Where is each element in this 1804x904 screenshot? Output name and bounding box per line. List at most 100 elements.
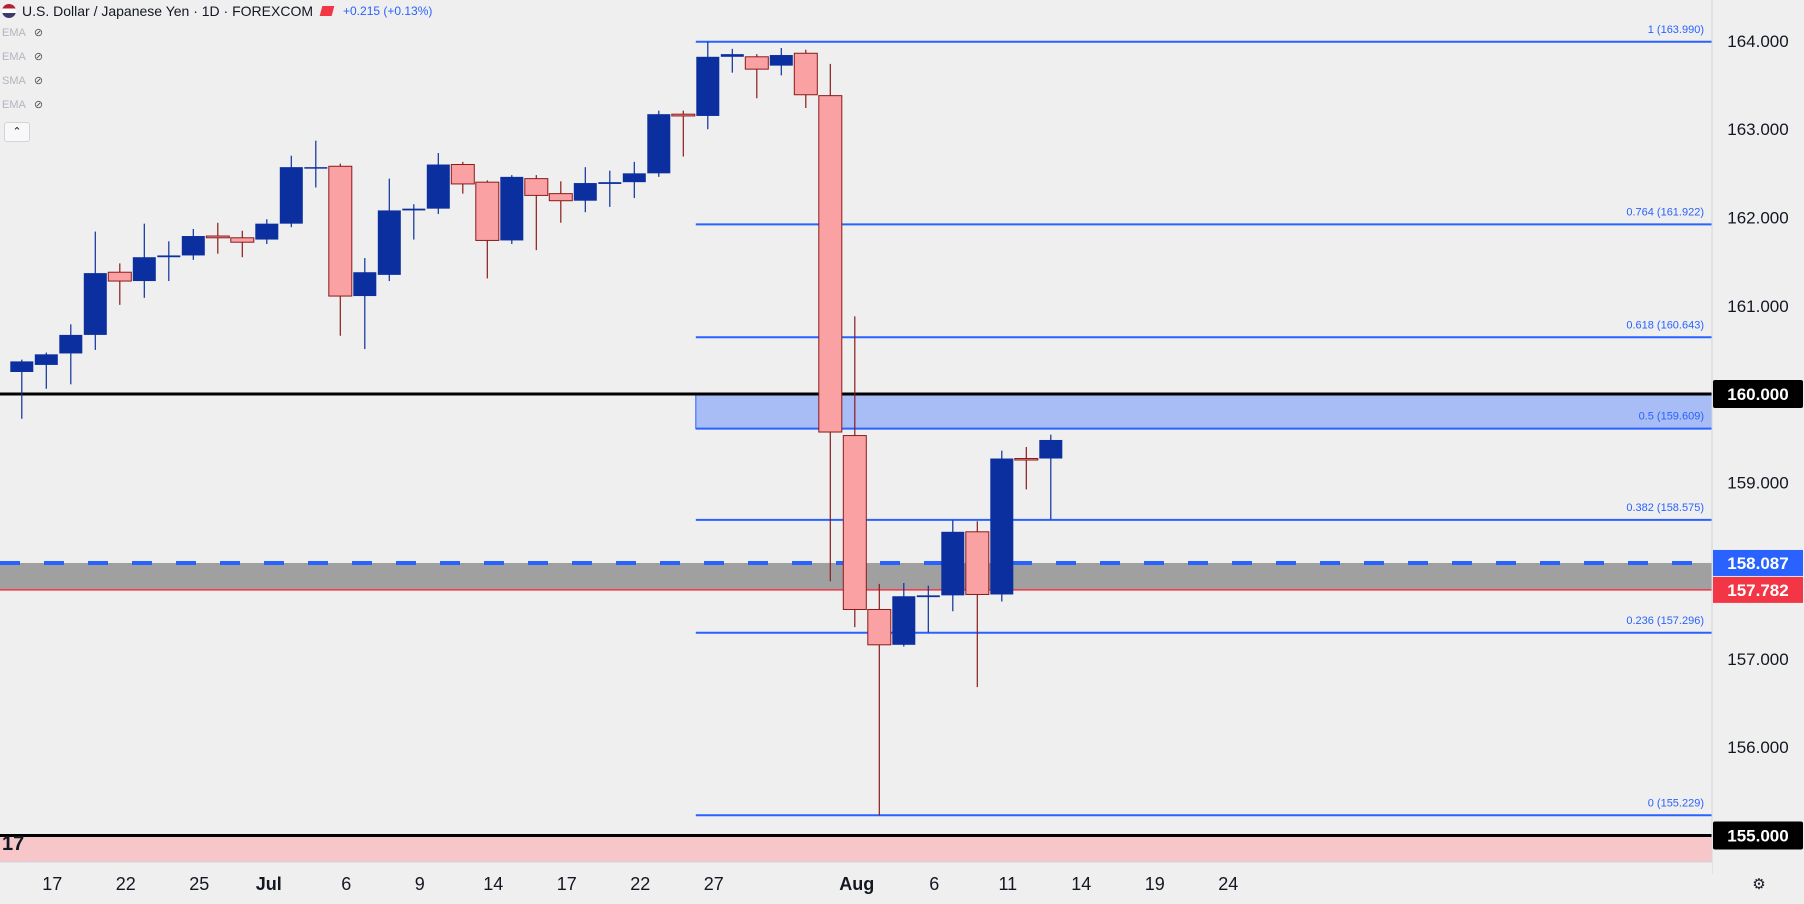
bullish-candle [573, 183, 597, 201]
bearish-candle [328, 165, 353, 297]
time-tick-label: 6 [929, 874, 939, 894]
bullish-candle [34, 354, 58, 365]
fib-level-label: 1 (163.990) [1648, 24, 1704, 36]
bullish-candle [892, 596, 916, 645]
hidden-eye-icon[interactable]: ⊘ [33, 75, 44, 87]
currency-flag-icon [2, 4, 16, 18]
time-tick-label: 17 [557, 874, 577, 894]
market-closed-icon [319, 6, 335, 16]
bullish-candle [696, 56, 720, 116]
fib-labels-layer: 1 (163.990) 0.764 (161.922) 0.618 (160.643… [1626, 24, 1704, 810]
price-axis-background [1712, 0, 1804, 904]
bearish-candle [230, 237, 255, 243]
current-price-tag-label: 157.782 [1727, 581, 1788, 600]
bearish-candle [744, 56, 769, 70]
time-tick-label: 11 [998, 874, 1017, 894]
bullish-candle [402, 208, 426, 211]
price-axis[interactable]: 164.000 163.000 162.000 161.000 159.000 157.0… [1711, 0, 1804, 904]
indicator-row[interactable]: EMA ⊘ [2, 26, 44, 40]
bullish-candle [132, 257, 156, 282]
current-price-tag [1713, 576, 1803, 603]
bearish-candle [205, 235, 230, 239]
time-tick-label: 14 [483, 874, 503, 894]
bullish-candle [83, 273, 107, 335]
hidden-eye-icon[interactable]: ⊘ [33, 27, 44, 39]
bullish-candle [377, 210, 401, 275]
time-tick-label: 17 [42, 874, 62, 894]
resistance-zone [695, 393, 1713, 430]
fib-level-label: 0 (155.229) [1648, 797, 1704, 809]
bullish-candle [426, 164, 450, 209]
symbol-header[interactable]: U.S. Dollar / Japanese Yen · 1D · FOREXC… [2, 2, 432, 20]
fib-level-label: 0.5 (159.609) [1639, 411, 1704, 423]
collapse-legend-button[interactable]: ⌃ [4, 122, 30, 142]
indicator-label: EMA [2, 50, 26, 63]
symbol-title: U.S. Dollar / Japanese Yen · 1D · FOREXC… [22, 3, 313, 19]
time-tick-label: 9 [415, 874, 425, 894]
bullish-candle [916, 595, 940, 598]
level-price-tag-label: 155.000 [1727, 827, 1788, 846]
bullish-candle [181, 236, 205, 256]
price-tick-label: 161.000 [1727, 297, 1788, 316]
bearish-candle [793, 52, 818, 96]
time-axis-background [0, 862, 1712, 904]
time-tick-label: 14 [1071, 874, 1091, 894]
price-change: +0.215 (+0.13%) [343, 4, 433, 18]
time-tick-label: 6 [341, 874, 351, 894]
time-tick-label: 19 [1145, 874, 1165, 894]
time-axis[interactable]: 17 22 25 Jul 6 9 14 17 22 27 Aug 6 11 14 19 24 17 [0, 833, 1712, 904]
bullish-candle [255, 223, 279, 240]
bearish-candle [818, 95, 843, 433]
price-tick-label: 162.000 [1727, 208, 1788, 227]
bullish-candle [304, 167, 328, 169]
current-price-tag [1713, 549, 1803, 576]
fib-level-label: 0.382 (158.575) [1626, 502, 1704, 514]
tradingview-logo: 17 [2, 833, 24, 855]
price-tick-label: 157.000 [1727, 650, 1788, 669]
level-price-tag [1713, 821, 1803, 850]
bearish-candle [1014, 458, 1039, 461]
bearish-candle [107, 271, 132, 282]
bullish-candle [990, 458, 1014, 595]
bullish-candle [769, 55, 793, 66]
bullish-candle [622, 173, 646, 183]
bullish-candle [279, 167, 303, 224]
time-tick-label: 27 [704, 874, 724, 894]
bullish-candle [10, 361, 34, 372]
level-price-tag-label: 160.000 [1727, 385, 1788, 404]
price-tick-label: 159.000 [1727, 473, 1788, 492]
indicator-row[interactable]: EMA ⊘ [2, 50, 44, 64]
level-price-tag [1713, 380, 1803, 409]
price-tick-label: 156.000 [1727, 738, 1788, 757]
bullish-candle [500, 176, 524, 241]
time-tick-label: Jul [256, 874, 282, 894]
bullish-candle [941, 531, 965, 596]
fib-level-label: 0.764 (161.922) [1626, 206, 1704, 218]
bearish-candle [450, 164, 475, 185]
time-tick-label: 25 [189, 874, 209, 894]
bullish-candle [157, 255, 181, 258]
bearish-candle [671, 113, 696, 117]
bearish-candle [965, 531, 990, 595]
indicator-label: EMA [2, 98, 26, 111]
indicator-row[interactable]: SMA ⊘ [2, 74, 44, 88]
settings-gear-icon[interactable]: ⚙ [1752, 876, 1766, 893]
levels-layer [0, 40, 1712, 838]
hidden-eye-icon[interactable]: ⊘ [33, 51, 44, 63]
time-tick-label: 24 [1218, 874, 1238, 894]
indicator-label: EMA [2, 26, 26, 39]
indicator-row[interactable]: EMA ⊘ [2, 98, 44, 112]
bearish-candle [842, 435, 867, 610]
bearish-candle [524, 178, 549, 196]
time-tick-label: 22 [630, 874, 650, 894]
bullish-candle [720, 54, 744, 57]
hidden-eye-icon[interactable]: ⊘ [33, 99, 44, 111]
lower-pink-area [0, 835, 1712, 862]
fib-level-label: 0.236 (157.296) [1626, 615, 1704, 627]
bearish-candle [475, 181, 500, 241]
bearish-candle [867, 608, 892, 646]
current-price-tag-label: 158.087 [1727, 554, 1788, 573]
bullish-candle [647, 114, 671, 174]
bullish-candle [59, 334, 83, 354]
